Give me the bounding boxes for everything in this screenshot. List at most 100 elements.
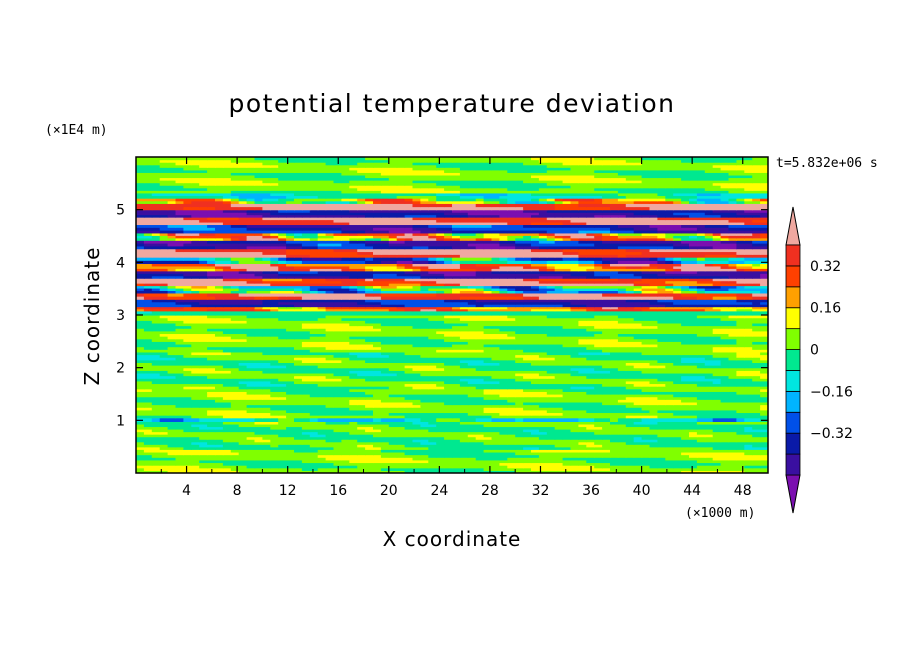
contour-cell xyxy=(325,439,335,443)
contour-cell xyxy=(222,354,232,358)
contour-cell xyxy=(388,325,398,329)
contour-cell xyxy=(325,367,335,371)
contour-cell xyxy=(207,336,216,340)
contour-cell xyxy=(720,346,730,350)
contour-cell xyxy=(641,396,651,400)
contour-cell xyxy=(286,370,295,374)
contour-cell xyxy=(641,451,651,456)
contour-cell xyxy=(657,412,666,416)
contour-cell xyxy=(617,346,627,350)
contour-cell xyxy=(309,415,319,419)
contour-cell xyxy=(230,451,240,456)
contour-cell xyxy=(657,396,666,400)
contour-cell xyxy=(665,417,674,422)
contour-cell xyxy=(594,429,603,433)
contour-cell xyxy=(436,465,445,469)
contour-cell xyxy=(681,401,690,406)
contour-cell xyxy=(159,383,169,387)
contour-cell xyxy=(183,396,192,400)
contour-cell xyxy=(159,446,169,450)
contour-cell xyxy=(459,444,469,448)
contour-cell xyxy=(720,378,730,382)
contour-cell xyxy=(294,465,303,469)
contour-cell xyxy=(246,378,256,382)
contour-cell xyxy=(278,467,287,471)
contour-cell xyxy=(309,446,319,450)
contour-cell xyxy=(752,315,761,319)
contour-cell xyxy=(554,362,564,366)
contour-cell xyxy=(586,401,595,406)
contour-cell xyxy=(586,330,595,335)
contour-cell xyxy=(649,388,658,392)
contour-cell xyxy=(515,378,524,382)
contour-cell xyxy=(309,436,319,440)
contour-cell xyxy=(696,338,706,342)
contour-cell xyxy=(380,421,390,425)
contour-cell xyxy=(681,457,690,461)
contour-cell xyxy=(617,317,627,321)
contour-cell xyxy=(586,310,595,314)
contour-cell xyxy=(744,320,753,324)
contour-cell xyxy=(720,446,730,450)
contour-cell xyxy=(444,388,453,392)
contour-cell xyxy=(720,404,730,408)
contour-cell xyxy=(491,396,500,400)
contour-cell xyxy=(444,341,453,345)
contour-cell xyxy=(270,322,279,327)
contour-cell xyxy=(159,454,169,458)
contour-cell xyxy=(215,346,224,350)
contour-cell xyxy=(665,386,674,390)
contour-cell xyxy=(515,415,524,419)
contour-cell xyxy=(396,439,406,443)
contour-cell xyxy=(704,383,714,387)
contour-cell xyxy=(744,451,753,456)
contour-cell xyxy=(199,315,208,319)
contour-cell xyxy=(222,396,232,400)
contour-cell xyxy=(373,325,382,329)
contour-cell xyxy=(191,429,200,433)
contour-cell xyxy=(744,454,753,458)
contour-cell xyxy=(380,399,390,403)
contour-cell xyxy=(143,401,153,406)
contour-cell xyxy=(610,388,619,392)
contour-cell xyxy=(704,454,714,458)
contour-cell xyxy=(696,409,706,414)
contour-cell xyxy=(151,467,161,471)
contour-cell xyxy=(452,454,461,458)
contour-cell xyxy=(215,394,224,398)
contour-cell xyxy=(309,365,319,369)
contour-cell xyxy=(681,370,690,374)
contour-cell xyxy=(191,439,200,443)
contour-cell xyxy=(191,465,200,469)
contour-cell xyxy=(633,426,643,430)
contour-cell xyxy=(388,407,398,411)
contour-cell xyxy=(570,386,579,390)
contour-cell xyxy=(546,444,556,448)
contour-cell xyxy=(428,388,437,392)
contour-cell xyxy=(199,322,208,327)
contour-cell xyxy=(467,409,477,414)
contour-cell xyxy=(215,320,224,324)
contour-cell xyxy=(365,367,374,371)
contour-cell xyxy=(262,404,271,408)
contour-cell xyxy=(420,341,429,345)
contour-cell xyxy=(317,444,327,448)
contour-cell xyxy=(136,396,145,400)
contour-cell xyxy=(744,351,753,356)
contour-cell xyxy=(159,401,169,406)
contour-cell xyxy=(531,449,540,453)
contour-cell xyxy=(175,415,184,419)
contour-cell xyxy=(222,315,232,319)
contour-cell xyxy=(760,315,768,319)
contour-cell xyxy=(199,451,208,456)
contour-cell xyxy=(507,372,516,377)
contour-cell xyxy=(673,409,682,414)
contour-cell xyxy=(317,446,327,450)
contour-cell xyxy=(428,404,437,408)
contour-cell xyxy=(388,465,398,469)
contour-cell xyxy=(262,415,271,419)
contour-cell xyxy=(412,401,421,406)
contour-cell xyxy=(357,396,366,400)
contour-cell xyxy=(641,315,651,319)
contour-cell xyxy=(554,372,564,377)
